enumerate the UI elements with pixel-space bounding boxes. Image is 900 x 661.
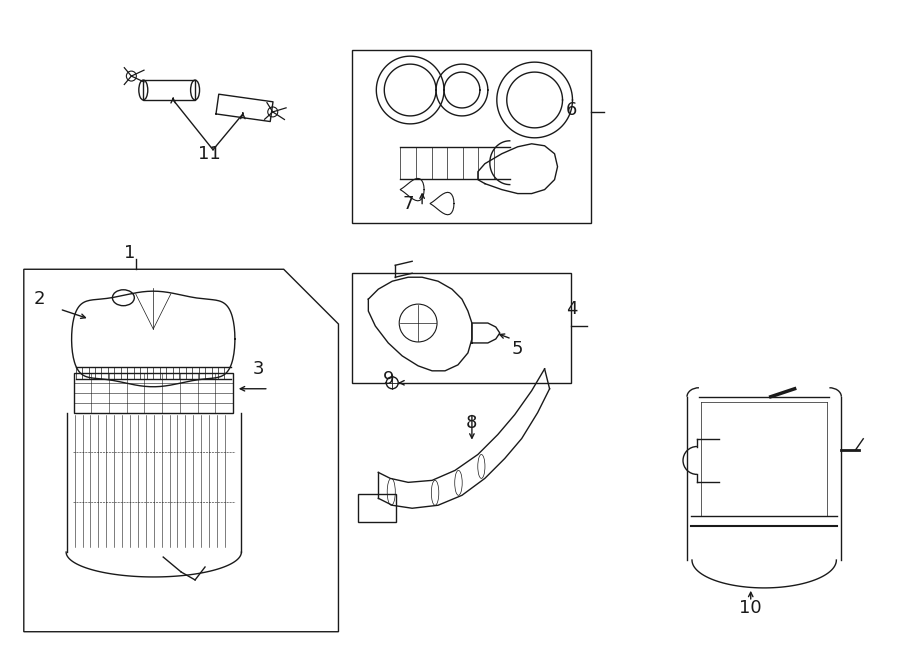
Text: 4: 4 [566, 300, 577, 318]
Text: 2: 2 [34, 290, 46, 308]
Bar [358, 494, 396, 522]
Circle shape [268, 107, 278, 117]
Text: 6: 6 [566, 101, 577, 119]
Text: 8: 8 [466, 414, 478, 432]
Text: 5: 5 [512, 340, 524, 358]
Text: 3: 3 [253, 360, 265, 378]
Circle shape [386, 377, 398, 389]
Bar [143, 80, 195, 100]
Text: 11: 11 [198, 145, 220, 163]
Bar [353, 273, 572, 383]
Bar [74, 373, 233, 412]
Text: 10: 10 [740, 599, 762, 617]
Circle shape [126, 71, 136, 81]
Text: 7: 7 [402, 194, 414, 213]
Bar [353, 50, 591, 223]
Text: 1: 1 [123, 245, 135, 262]
Text: 9: 9 [382, 369, 394, 388]
